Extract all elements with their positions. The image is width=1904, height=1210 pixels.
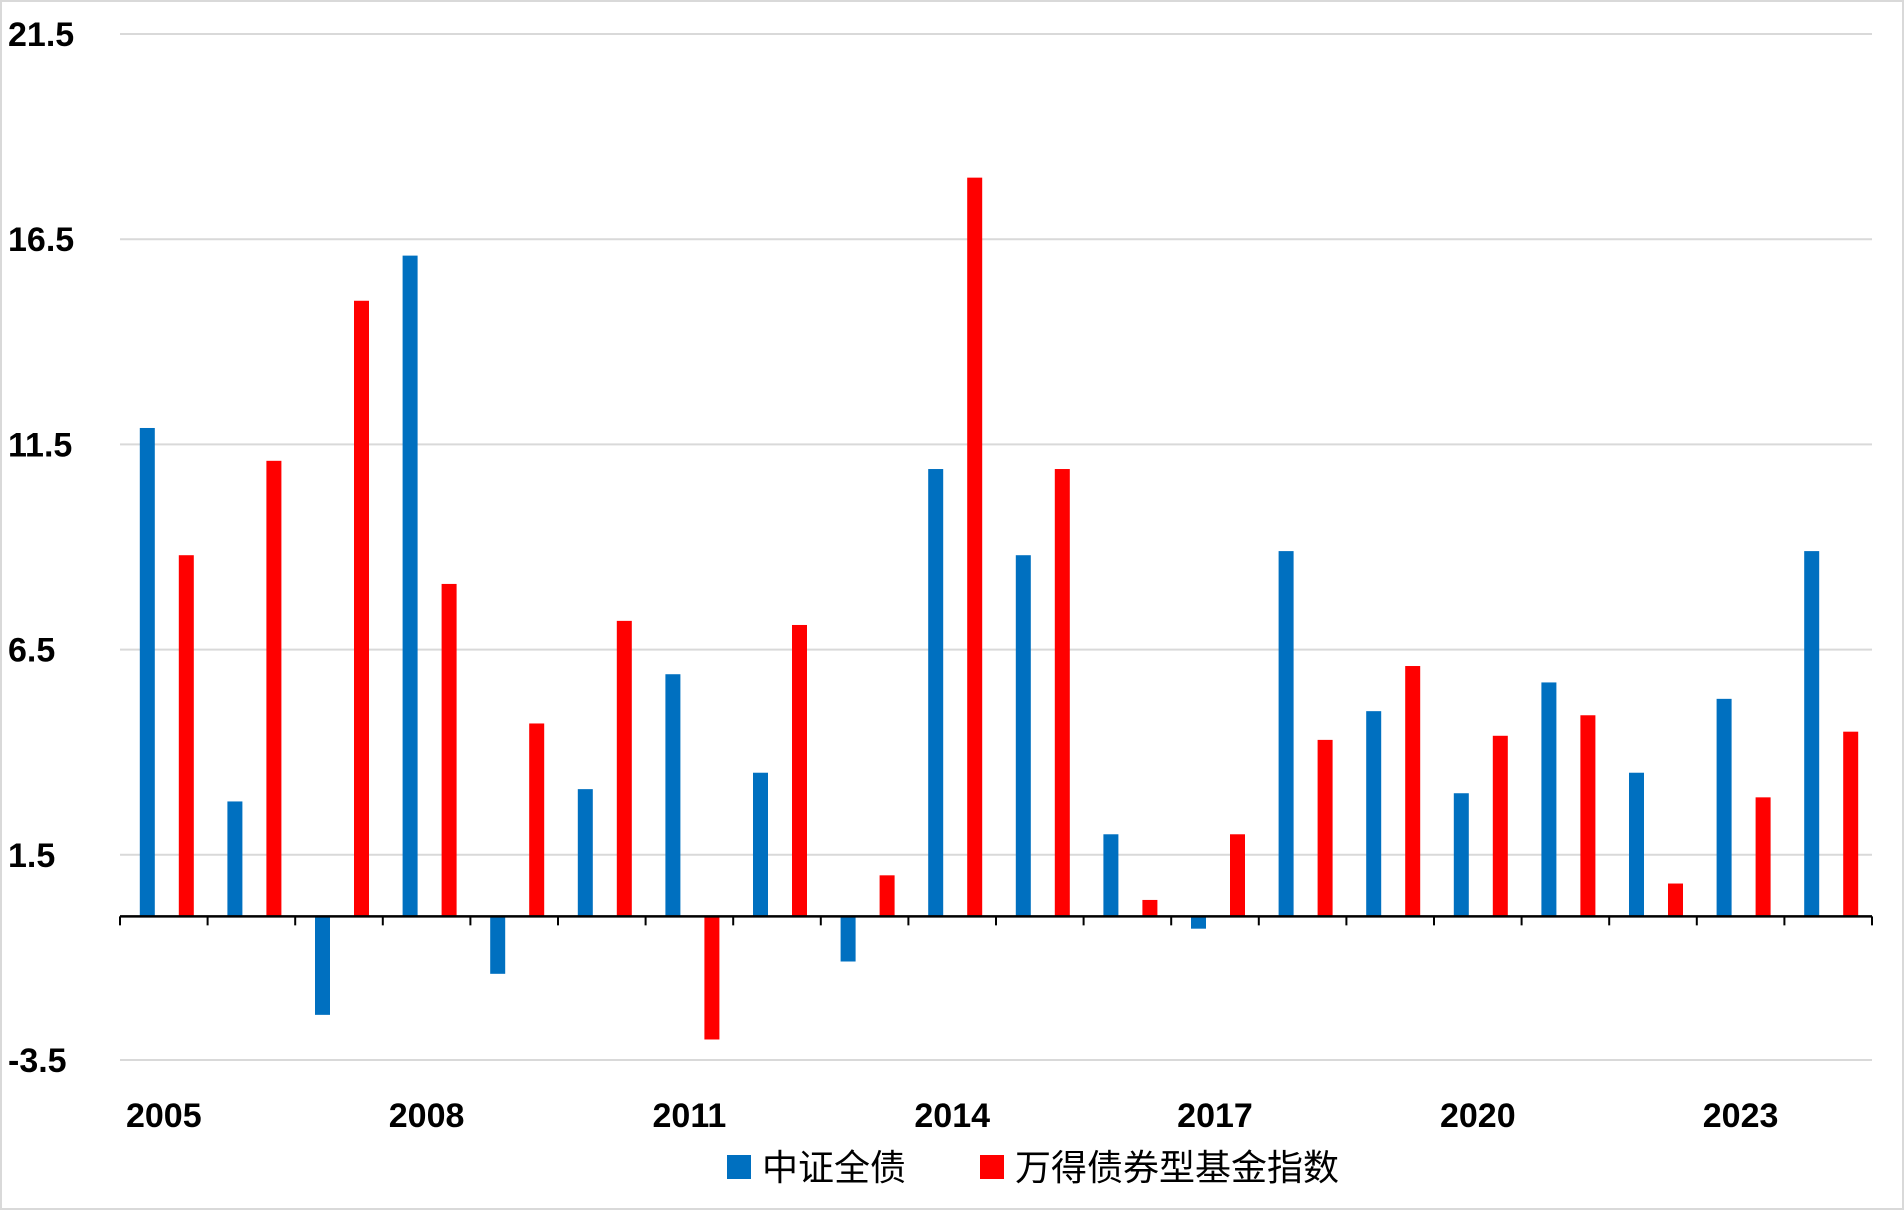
y-tick-label: 6.5 <box>8 632 55 670</box>
y-tick-label: 16.5 <box>8 221 74 259</box>
bar-series-1-2021 <box>1541 682 1557 917</box>
bar-series-2-2006 <box>266 460 282 917</box>
bar-series-2-2015 <box>1054 469 1070 917</box>
bar-series-2-2012 <box>792 624 807 917</box>
x-tick-label: 2023 <box>1703 1097 1779 1135</box>
legend-label-series-2: 万得债券型基金指数 <box>1015 1148 1339 1189</box>
bar-series-2-2011 <box>704 916 720 1040</box>
y-axis-ticks: -3.5 1.5 6.5 11.5 16.5 21.5 <box>8 16 74 1080</box>
legend-swatch-series-1 <box>727 1155 751 1179</box>
x-axis-ticks: 2005 2008 2011 2014 2017 2020 2023 <box>126 1097 1778 1135</box>
bar-series-2-2017 <box>1230 834 1245 917</box>
bar-series-2-2024 <box>1843 731 1859 917</box>
bar-series-1-2018 <box>1278 551 1294 917</box>
bar-series-2-2023 <box>1755 797 1771 917</box>
x-tick-label: 2011 <box>653 1097 727 1135</box>
bar-series-2-2020 <box>1492 735 1508 917</box>
bar-series-1-2023 <box>1716 698 1732 917</box>
bar-series-1-2011 <box>665 674 681 917</box>
bar-series-2-2019 <box>1405 666 1421 917</box>
y-tick-label: 1.5 <box>8 837 55 875</box>
bar-series-1-2022 <box>1629 772 1644 917</box>
legend: 中证全债 万得债券型基金指数 <box>727 1148 1339 1189</box>
bar-series-2-2016 <box>1142 899 1158 917</box>
bars <box>139 177 1859 1040</box>
bar-series-2-2005 <box>178 555 194 917</box>
bar-series-1-2016 <box>1103 834 1119 917</box>
bar-series-1-2015 <box>1015 555 1031 917</box>
bar-series-1-2013 <box>840 916 856 962</box>
bar-series-1-2020 <box>1453 793 1469 917</box>
bar-series-1-2010 <box>577 789 593 917</box>
bar-series-1-2009 <box>490 916 506 974</box>
bar-series-2-2009 <box>529 723 545 917</box>
bar-series-1-2007 <box>315 916 330 1015</box>
x-tick-label: 2020 <box>1440 1097 1516 1135</box>
y-tick-label: 11.5 <box>8 426 72 464</box>
y-tick-label: 21.5 <box>8 16 74 54</box>
legend-label-series-1: 中证全债 <box>762 1148 906 1189</box>
bar-series-2-2021 <box>1580 715 1596 917</box>
bar-series-1-2005 <box>139 427 155 917</box>
bar-series-1-2019 <box>1366 711 1382 917</box>
bar-series-2-2022 <box>1668 883 1683 917</box>
bar-series-2-2008 <box>441 583 457 917</box>
bar-series-2-2018 <box>1317 739 1333 917</box>
x-tick-label: 2017 <box>1177 1097 1253 1135</box>
x-tick-label: 2005 <box>126 1097 202 1135</box>
bar-series-2-2010 <box>616 620 632 917</box>
x-tick-label: 2014 <box>914 1097 990 1135</box>
x-axis <box>119 915 1873 926</box>
bar-series-1-2012 <box>753 772 768 917</box>
x-tick-label: 2008 <box>389 1097 465 1135</box>
bar-series-2-2007 <box>354 300 369 917</box>
bar-series-1-2008 <box>402 255 418 917</box>
y-tick-label: -3.5 <box>8 1042 67 1080</box>
bar-series-1-2014 <box>928 469 944 917</box>
bar-series-1-2024 <box>1804 551 1820 917</box>
bar-series-2-2013 <box>879 875 895 917</box>
bar-series-2-2014 <box>967 177 983 917</box>
bar-series-1-2017 <box>1191 916 1206 929</box>
legend-swatch-series-2 <box>980 1155 1004 1179</box>
bar-series-1-2006 <box>227 801 243 917</box>
